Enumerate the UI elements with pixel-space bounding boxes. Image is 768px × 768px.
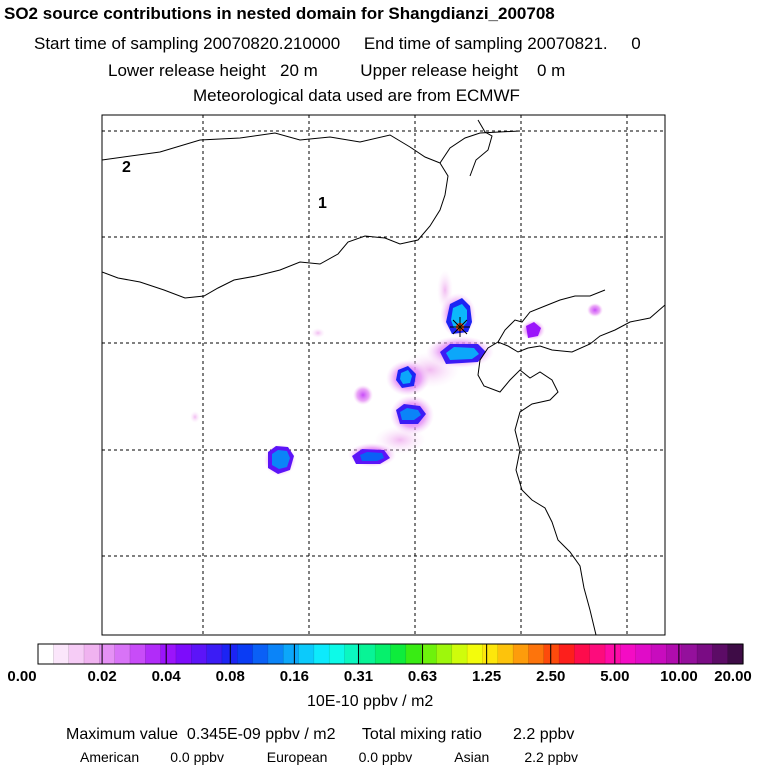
- maximum-value-line: Maximum value 0.345E-09 ppbv / m2 Total …: [66, 726, 575, 743]
- plot-title: SO2 source contributions in nested domai…: [4, 4, 555, 23]
- colorbar-tick-label: 0.63: [407, 668, 438, 685]
- colorbar-tick-label: 0.16: [279, 668, 309, 685]
- colorbar-tick-label: 5.00: [600, 668, 630, 685]
- coastlines: [102, 119, 665, 635]
- colorbar-tick-label: 10.00: [660, 668, 698, 685]
- meteorology-line: Meteorological data used are from ECMWF: [193, 86, 520, 105]
- sampling-time-line: Start time of sampling 20070820.210000 E…: [34, 34, 641, 53]
- colorbar-tick-label: 0.31: [343, 668, 374, 685]
- colorbar-tick-label: 1.25: [472, 668, 502, 685]
- colorbar-unit: 10E-10 ppbv / m2: [307, 693, 434, 710]
- release-height-line: Lower release height 20 m Upper release …: [108, 61, 566, 80]
- contribution-field: [190, 270, 603, 476]
- lat-lon-grid: [102, 115, 665, 635]
- source-contributions-line: American 0.0 ppbv European 0.0 ppbv Asia…: [80, 749, 579, 765]
- receptor-marker: [450, 317, 470, 337]
- colorbar-tick-label: 0.08: [215, 668, 245, 685]
- colorbar-tick-label: 0.04: [151, 668, 181, 685]
- colorbar-tick-label: 20.00: [714, 668, 752, 685]
- domain-label-inner: 1: [318, 195, 327, 212]
- map-frame: [101, 114, 666, 636]
- colorbar-tick-label: 0.02: [87, 668, 117, 685]
- colorbar-tick-label: 0.00: [7, 668, 37, 685]
- colorbar-tick-label: 2.50: [536, 668, 566, 685]
- domain-label-outer: 2: [122, 159, 131, 176]
